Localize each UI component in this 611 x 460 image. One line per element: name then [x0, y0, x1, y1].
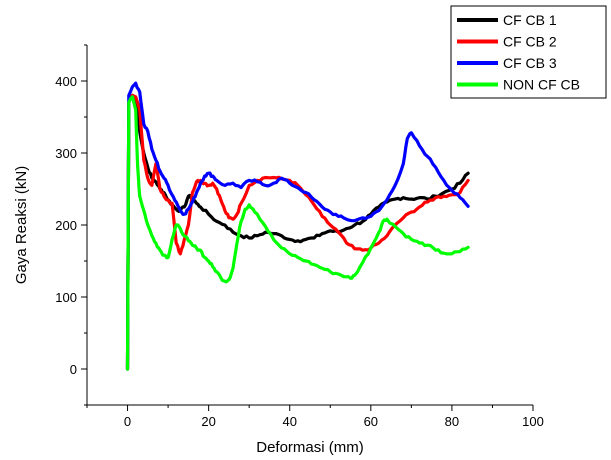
x-axis-title: Deformasi (mm)	[256, 439, 364, 456]
series-line-1	[125, 93, 470, 371]
series-line-3	[125, 81, 470, 371]
x-tick-label: 20	[201, 414, 215, 429]
x-tick-label: 0	[124, 414, 131, 429]
y-tick-label: 200	[55, 218, 77, 233]
y-tick-label: 0	[70, 362, 77, 377]
legend-label: CF CB 1	[503, 12, 557, 28]
series-line-2	[125, 93, 470, 371]
legend-label: CF CB 3	[503, 55, 557, 71]
y-tick-label: 100	[55, 290, 77, 305]
y-tick-label: 300	[55, 146, 77, 161]
series-layer	[125, 81, 470, 371]
ticks-layer: 0 20 40 60 80 100 0 100 200 300 400	[55, 44, 544, 429]
axes-layer	[86, 45, 533, 406]
legend: CF CB 1 CF CB 2 CF CB 3 NON CF CB	[450, 5, 607, 99]
x-tick-label: 100	[522, 414, 544, 429]
series-line-4	[125, 95, 470, 371]
legend-label: NON CF CB	[503, 77, 580, 93]
x-tick-label: 60	[364, 414, 378, 429]
x-tick-label: 40	[282, 414, 296, 429]
x-tick-label: 80	[445, 414, 459, 429]
y-axis-title: Gaya Reaksi (kN)	[13, 166, 30, 284]
y-tick-label: 400	[55, 74, 77, 89]
legend-label: CF CB 2	[503, 34, 557, 50]
